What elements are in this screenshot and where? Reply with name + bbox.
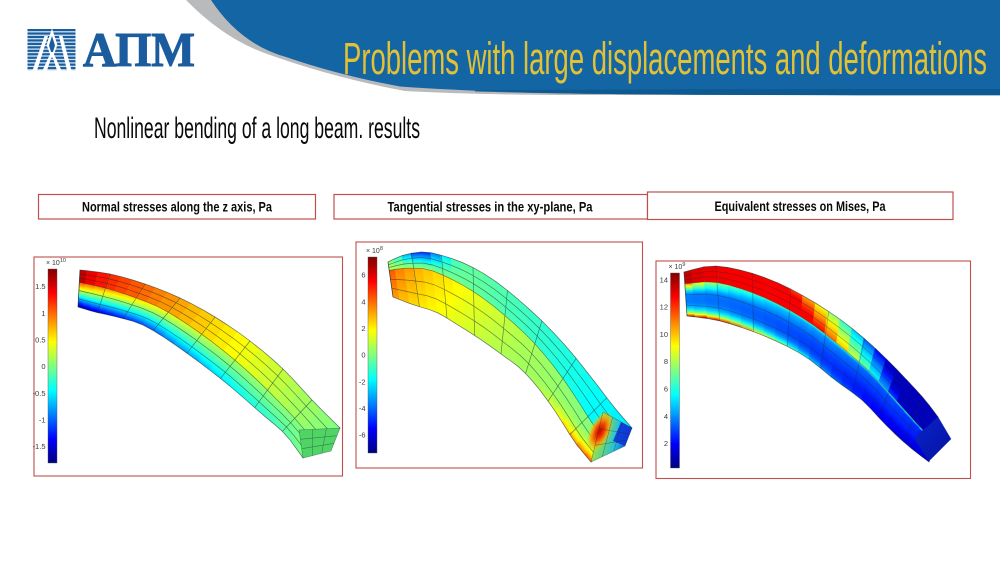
svg-text:-1: -1 — [39, 415, 46, 424]
svg-text:1.5: 1.5 — [35, 282, 45, 291]
svg-text:4: 4 — [361, 297, 365, 306]
svg-text:Tangential stresses in the xy-: Tangential stresses in the xy-plane, Pa — [388, 199, 593, 215]
svg-text:8: 8 — [664, 357, 668, 366]
svg-text:-2: -2 — [359, 377, 366, 386]
svg-text:12: 12 — [660, 303, 668, 312]
svg-text:2: 2 — [361, 324, 365, 333]
svg-text:-1.5: -1.5 — [33, 442, 46, 451]
svg-text:Nonlinear bending of a long be: Nonlinear bending of a long beam. result… — [94, 112, 420, 145]
svg-text:-6: -6 — [359, 431, 366, 440]
svg-text:14: 14 — [660, 275, 668, 284]
svg-text:× 108: × 108 — [366, 246, 383, 255]
svg-text:10: 10 — [660, 330, 668, 339]
svg-text:2: 2 — [664, 439, 668, 448]
svg-text:0: 0 — [41, 362, 45, 371]
svg-text:Problems with large displaceme: Problems with large displacements and de… — [343, 33, 987, 84]
svg-text:× 109: × 109 — [669, 262, 686, 271]
svg-text:АПМ: АПМ — [83, 22, 195, 77]
svg-text:4: 4 — [664, 412, 668, 421]
svg-text:6: 6 — [664, 385, 668, 394]
svg-text:1: 1 — [41, 309, 45, 318]
svg-text:-4: -4 — [359, 404, 366, 413]
svg-text:Equivalent stresses on Mises,: Equivalent stresses on Mises, Pa — [715, 198, 886, 214]
svg-text:6: 6 — [361, 271, 365, 280]
svg-text:0.5: 0.5 — [35, 335, 45, 344]
svg-text:× 1010: × 1010 — [46, 258, 66, 267]
svg-text:-0.5: -0.5 — [33, 389, 46, 398]
svg-text:Normal stresses along the z ax: Normal stresses along the z axis, Pa — [82, 199, 272, 215]
svg-text:0: 0 — [361, 351, 365, 360]
